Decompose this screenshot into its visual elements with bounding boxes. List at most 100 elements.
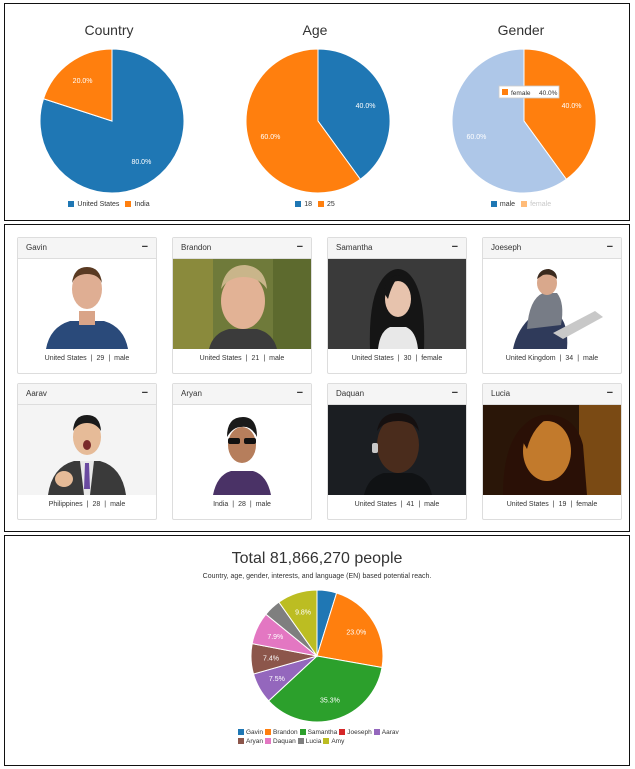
legend-item-daquan[interactable]: Daquan bbox=[264, 738, 296, 745]
person-age: 28 bbox=[92, 501, 101, 508]
minimize-button[interactable]: − bbox=[296, 387, 303, 399]
reach-legend: Gavin Brandon Samantha Joeseph Aarav Aryan Daq… bbox=[238, 729, 408, 747]
minimize-button[interactable]: − bbox=[606, 241, 613, 253]
legend-swatch bbox=[339, 729, 346, 735]
card-header: Brandon − bbox=[173, 238, 311, 259]
minimize-button[interactable]: − bbox=[451, 241, 458, 253]
pie-slice-samantha[interactable] bbox=[267, 655, 383, 723]
minimize-button[interactable]: − bbox=[606, 387, 613, 399]
legend-item-aarav[interactable]: Aarav bbox=[373, 729, 399, 736]
legend-label: Lucia bbox=[305, 738, 322, 745]
person-gender: male bbox=[114, 355, 130, 362]
gender-chart-title: Gender bbox=[497, 22, 545, 38]
minimize-button[interactable]: − bbox=[141, 387, 148, 399]
slice-label-male: 40.0% bbox=[562, 103, 582, 110]
person-photo bbox=[328, 259, 466, 349]
pie-slice-18[interactable] bbox=[317, 48, 391, 180]
legend-item-joeseph[interactable]: Joeseph bbox=[339, 729, 372, 736]
person-country: United States bbox=[354, 501, 397, 508]
person-photo bbox=[328, 405, 466, 495]
pie-slice-male[interactable] bbox=[523, 48, 597, 180]
pie-slice-united-states[interactable] bbox=[39, 48, 185, 194]
legend-item-18[interactable]: 18 bbox=[295, 201, 312, 208]
slice-label-brandon: 23.0% bbox=[346, 629, 366, 636]
person-country: United Kingdom bbox=[505, 355, 556, 362]
minimize-button[interactable]: − bbox=[451, 387, 458, 399]
person-info: Philippines | 28 | male bbox=[48, 501, 126, 508]
svg-text:40.0%: 40.0% bbox=[539, 90, 558, 97]
legend-item-lucia[interactable]: Lucia bbox=[297, 738, 322, 745]
person-card-samantha: Samantha − United States | 30 | female bbox=[327, 237, 467, 374]
person-photo bbox=[18, 405, 156, 495]
person-gender: male bbox=[424, 501, 440, 508]
svg-text:female: female bbox=[511, 90, 531, 97]
card-header: Aryan − bbox=[173, 384, 311, 405]
person-country: United States bbox=[44, 355, 87, 362]
person-name: Aryan bbox=[181, 389, 202, 398]
card-header: Joeseph − bbox=[483, 238, 621, 259]
card-header: Aarav − bbox=[18, 384, 156, 405]
slice-label-samantha: 35.3% bbox=[320, 697, 340, 704]
person-photo bbox=[483, 405, 621, 495]
slice-label-india: 20.0% bbox=[73, 78, 93, 85]
slice-label-18: 40.0% bbox=[356, 103, 376, 110]
country-chart: Country 80.0% 20.0% United States India bbox=[9, 4, 209, 218]
legend-swatch bbox=[125, 201, 132, 207]
legend-item-brandon[interactable]: Brandon bbox=[264, 729, 298, 736]
legend-label: Samantha bbox=[307, 729, 338, 736]
person-info: India | 28 | male bbox=[213, 501, 271, 508]
pie-slice-25[interactable] bbox=[245, 48, 362, 194]
legend-swatch bbox=[490, 201, 497, 207]
legend-item-25[interactable]: 25 bbox=[318, 201, 335, 208]
card-header: Lucia − bbox=[483, 384, 621, 405]
slice-label-amy: 9.8% bbox=[295, 609, 311, 616]
minimize-button[interactable]: − bbox=[296, 241, 303, 253]
pie-slice-india[interactable] bbox=[42, 48, 113, 122]
legend-label: Aarav bbox=[381, 729, 399, 736]
person-photo bbox=[173, 259, 311, 349]
person-gender: male bbox=[255, 501, 271, 508]
legend-label: Brandon bbox=[272, 729, 298, 736]
pie-slice-female[interactable] bbox=[451, 48, 568, 194]
person-age: 41 bbox=[406, 501, 415, 508]
person-country: Philippines bbox=[48, 501, 83, 508]
person-card-gavin: Gavin − United States | 29 | male bbox=[17, 237, 157, 374]
person-gender: female bbox=[576, 501, 598, 508]
legend-item-gavin[interactable]: Gavin bbox=[238, 729, 263, 736]
legend-swatch bbox=[318, 201, 324, 207]
person-country: United States bbox=[351, 355, 394, 362]
person-info: United States | 19 | female bbox=[506, 501, 598, 508]
person-photo bbox=[173, 405, 311, 495]
legend-swatch bbox=[264, 729, 271, 735]
legend-label: Joeseph bbox=[347, 729, 372, 736]
person-name: Brandon bbox=[181, 243, 212, 252]
legend-swatch bbox=[521, 201, 528, 207]
minimize-button[interactable]: − bbox=[141, 241, 148, 253]
legend-swatch bbox=[295, 201, 302, 207]
legend-swatch bbox=[68, 201, 75, 207]
person-name: Samantha bbox=[336, 243, 373, 252]
age-chart: Age 40.0% 60.0% 18 25 bbox=[215, 4, 415, 218]
gender-legend: male female bbox=[421, 201, 621, 208]
total-reach-subtitle: Country, age, gender, interests, and lan… bbox=[202, 573, 432, 580]
legend-item-india[interactable]: India bbox=[125, 201, 150, 208]
legend-item-male[interactable]: male bbox=[490, 201, 515, 208]
person-gender: male bbox=[583, 355, 599, 362]
legend-swatch bbox=[238, 738, 244, 744]
legend-item-samantha[interactable]: Samantha bbox=[299, 729, 338, 736]
person-name: Gavin bbox=[26, 243, 47, 252]
pie-slice-brandon[interactable] bbox=[316, 592, 384, 669]
country-chart-title: Country bbox=[84, 22, 134, 38]
person-country: United States bbox=[506, 501, 549, 508]
legend-label: Amy bbox=[331, 738, 345, 745]
legend-item-amy[interactable]: Amy bbox=[323, 738, 344, 745]
legend-item-female[interactable]: female bbox=[521, 201, 551, 208]
legend-item-aryan[interactable]: Aryan bbox=[238, 738, 263, 745]
pie-slice-amy[interactable] bbox=[278, 589, 318, 658]
legend-label: Gavin bbox=[246, 729, 263, 736]
people-panel: Gavin − United States | 29 | male Brandon − bbox=[4, 224, 630, 532]
person-info: United States | 30 | female bbox=[351, 355, 443, 362]
demographics-panel: Country 80.0% 20.0% United States India Age… bbox=[4, 3, 630, 221]
legend-item-united-states[interactable]: United States bbox=[68, 201, 119, 208]
person-gender: male bbox=[269, 355, 285, 362]
